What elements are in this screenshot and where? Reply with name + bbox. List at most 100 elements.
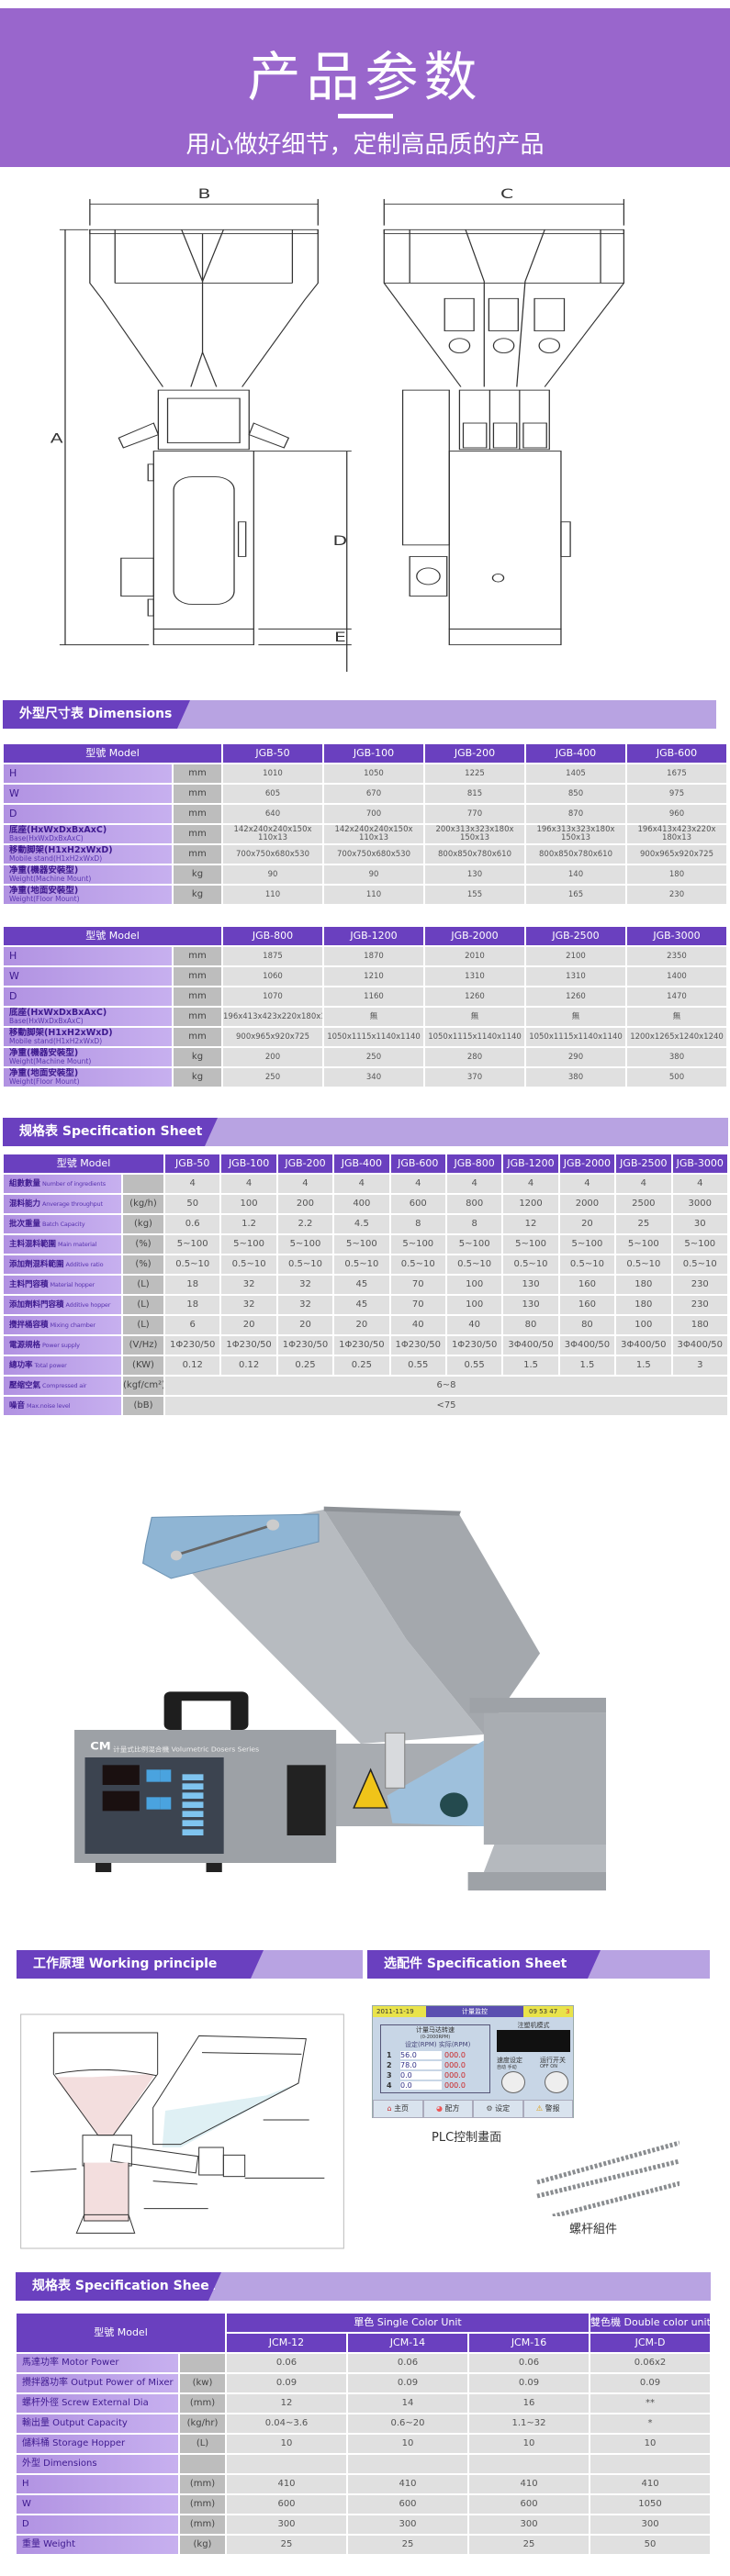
row-label: W — [16, 2494, 179, 2515]
value-cell: 380 — [626, 1047, 727, 1067]
table-row: 壓缩空氣 Compressed air (kgf/cm²) 6~8 — [3, 1376, 728, 1396]
value-cell: 230 — [671, 1295, 728, 1315]
unit-cell — [179, 2353, 226, 2373]
value-cell: 3 — [671, 1355, 728, 1376]
unit-cell: mm — [173, 764, 222, 784]
value-cell: 25 — [226, 2535, 347, 2555]
unit-cell: (bB) — [122, 1396, 164, 1416]
row-label: 輸出量 Output Capacity — [16, 2414, 179, 2434]
row-label-en: Mobile stand(H1xH2xWxD) — [9, 1037, 103, 1046]
model-column-header: JGB-50 — [164, 1154, 221, 1174]
value-cell — [590, 2454, 712, 2474]
value-cell: 1875 — [222, 946, 323, 966]
model-column-header: JGB-400 — [525, 743, 626, 764]
row-label-cn: H — [9, 950, 17, 963]
row-label: W — [3, 784, 173, 804]
table-row: 净重(機器安裝型) Weight(Machine Mount) kg 90 90 130 1… — [3, 864, 727, 885]
row-label-cn: 組數數量 — [9, 1178, 41, 1188]
row-label: 外型 Dimensions — [16, 2454, 179, 2474]
plc-set-value[interactable]: 0.0 — [400, 2081, 442, 2090]
model-column-header: JGB-600 — [626, 743, 727, 764]
dim-label-b: B — [197, 187, 210, 202]
unit-cell: mm — [173, 784, 222, 804]
value-cell: 2.2 — [276, 1214, 334, 1234]
unit-cell: kg — [173, 1047, 222, 1067]
section-header-working-principle: 工作原理 Working principle — [17, 1950, 363, 1979]
table-row: 噪音 Max.noise level (bB) <75 — [3, 1396, 728, 1416]
table-row: 净重(機器安裝型) Weight(Machine Mount) kg 200 250 28… — [3, 1047, 727, 1067]
value-cell: 155 — [424, 885, 525, 905]
plc-button-3[interactable]: ⚙ 设定 — [473, 2100, 523, 2118]
value-cell: 10 — [347, 2434, 468, 2454]
value-cell: 0.6 — [164, 1214, 221, 1234]
row-label-en: Mixing chamber — [50, 1321, 96, 1329]
row-label-en: Compressed air — [42, 1381, 87, 1389]
row-label-cn: 净重(機器安裝型) — [9, 1048, 79, 1059]
value-cell: 290 — [525, 1047, 626, 1067]
value-cell: 5~100 — [389, 1234, 446, 1255]
value-cell: 815 — [424, 784, 525, 804]
plc-speed-row: 4 0.0 000.0 — [387, 2081, 489, 2090]
value-cell: 960 — [626, 804, 727, 824]
jcm-spec-table: 型號 Model 單色 Single Color Unit 雙色機 Double c… — [16, 2313, 712, 2555]
speed-selector-switch[interactable] — [501, 2071, 525, 2093]
unit-cell: (kg) — [122, 1214, 164, 1234]
value-cell: 4 — [389, 1174, 446, 1194]
value-cell: 5~100 — [558, 1234, 616, 1255]
row-label-en: Total power — [34, 1361, 67, 1369]
value-cell: 870 — [525, 804, 626, 824]
model-column-header: JCM-14 — [347, 2333, 468, 2353]
plc-set-value[interactable]: 78.0 — [400, 2061, 442, 2069]
value-cell: 1.5 — [615, 1355, 672, 1376]
value-cell: 800x850x780x610 — [525, 844, 626, 864]
value-cell: 230 — [671, 1275, 728, 1295]
value-cell: 4 — [558, 1174, 616, 1194]
value-cell: 0.5~10 — [558, 1255, 616, 1275]
value-cell: 0.06 — [226, 2353, 347, 2373]
value-cell: 1Φ230/50 — [333, 1335, 390, 1355]
value-cell: 無 — [424, 1007, 525, 1027]
value-cell: 300 — [468, 2515, 590, 2535]
model-header: 型號 Model — [16, 2313, 226, 2353]
value-cell: 200 — [222, 1047, 323, 1067]
value-cell: 3Φ400/50 — [671, 1335, 728, 1355]
value-cell: 300 — [347, 2515, 468, 2535]
row-label: 净重(地面安裝型) Weight(Floor Mount) — [3, 1067, 173, 1087]
plc-set-value[interactable]: 56.0 — [400, 2051, 442, 2059]
table-row: 底座(HxWxDxBxAxC) Base(HxWxDxBxAxC) mm 142x24… — [3, 824, 727, 844]
value-cell: 6~8 — [164, 1376, 728, 1396]
section-header-dimensions: 外型尺寸表 Dimensions — [3, 700, 716, 729]
row-label: 混料能力 Anverage throughput — [3, 1194, 122, 1214]
value-cell: 410 — [468, 2474, 590, 2494]
value-cell: 0.09 — [347, 2373, 468, 2393]
plc-act-value: 000.0 — [444, 2071, 466, 2080]
value-cell: 200 — [276, 1194, 334, 1214]
section-header-spec: 规格表 Specification Sheet — [3, 1118, 728, 1146]
plc-control-screen: 2011-11-19 09 53 47 3 计量监控 计量马达转速 (0-200… — [372, 2005, 574, 2118]
model-column-header: JGB-2000 — [424, 926, 525, 946]
plc-panel-title: 计量马达转速 — [416, 2026, 455, 2034]
plc-button-1[interactable]: ⌂ 主页 — [373, 2100, 423, 2118]
brand-logo: CM — [90, 1740, 110, 1752]
row-label-cn: 净重(地面安裝型) — [9, 886, 79, 897]
value-cell: 0.06 — [468, 2353, 590, 2373]
row-label-en: Weight(Floor Mount) — [9, 1077, 80, 1087]
plc-auto: 自动 — [497, 2065, 507, 2070]
value-cell: 130 — [424, 864, 525, 885]
unit-cell: (KW) — [122, 1355, 164, 1376]
value-cell: 1160 — [323, 987, 424, 1007]
plc-set-value[interactable]: 0.0 — [400, 2071, 442, 2080]
table-row: 總功率 Total power (KW) 0.12 0.12 0.25 0.25 0.55 0.… — [3, 1355, 728, 1376]
value-cell: 1Φ230/50 — [445, 1335, 503, 1355]
run-selector-switch[interactable] — [545, 2071, 568, 2093]
value-cell: 196x413x423x220x 180x13 — [626, 824, 727, 844]
plc-button-4[interactable]: ⚠ 警报 — [522, 2100, 573, 2118]
dim-label-d: D — [333, 534, 348, 549]
model-column-header: JGB-3000 — [626, 926, 727, 946]
plc-button-2[interactable]: ◕ 配方 — [422, 2100, 473, 2118]
value-cell: 1675 — [626, 764, 727, 784]
value-cell: 400 — [333, 1194, 390, 1214]
value-cell: 40 — [389, 1315, 446, 1335]
value-cell: 180 — [626, 864, 727, 885]
